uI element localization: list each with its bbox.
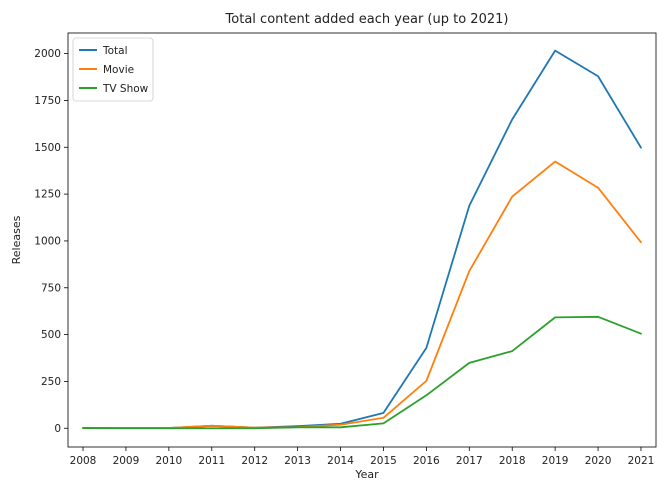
series-line-total — [82, 49, 642, 429]
y-tick-label: 1750 — [34, 95, 61, 107]
x-tick-label: 2018 — [499, 455, 526, 467]
x-tick-label: 2012 — [241, 455, 268, 467]
x-tick-label: 2009 — [113, 455, 140, 467]
y-tick-label: 750 — [41, 282, 61, 294]
x-tick-label: 2020 — [585, 455, 612, 467]
y-tick-label: 1250 — [34, 189, 61, 201]
chart-title: Total content added each year (up to 202… — [225, 12, 509, 27]
legend-box — [72, 37, 154, 102]
y-tick-label: 1000 — [34, 235, 61, 247]
x-axis: 2008 2009 2010 2011 2012 2013 2014 2015 2016 2017… — [70, 447, 655, 467]
y-tick-label: 2000 — [34, 48, 61, 60]
x-tick-label: 2008 — [70, 455, 97, 467]
x-tick-label: 2019 — [542, 455, 569, 467]
series-line-tv-show — [82, 315, 642, 430]
x-tick-label: 2011 — [198, 455, 225, 467]
y-axis-title: Releases — [10, 215, 23, 264]
y-axis: 0 250 500 750 1000 1250 1500 1750 2000 — [34, 48, 68, 435]
plot-area — [67, 32, 657, 448]
y-tick-label: 500 — [41, 329, 61, 341]
y-tick-label: 250 — [41, 376, 61, 388]
x-tick-label: 2013 — [284, 455, 311, 467]
x-tick-label: 2010 — [155, 455, 182, 467]
legend-label-total: Total — [102, 45, 128, 57]
series-line-movie — [82, 160, 642, 429]
x-tick-label: 2021 — [628, 455, 655, 467]
y-tick-label: 0 — [54, 423, 61, 435]
x-tick-label: 2016 — [413, 455, 440, 467]
legend-label-movie: Movie — [103, 64, 134, 76]
x-tick-label: 2015 — [370, 455, 397, 467]
x-axis-title: Year — [354, 468, 379, 481]
x-tick-label: 2014 — [327, 455, 354, 467]
plot-frame — [67, 32, 657, 448]
x-tick-label: 2017 — [456, 455, 483, 467]
legend: Total Movie TV Show — [72, 37, 154, 102]
y-tick-label: 1500 — [34, 142, 61, 154]
legend-label-tv-show: TV Show — [102, 83, 149, 95]
